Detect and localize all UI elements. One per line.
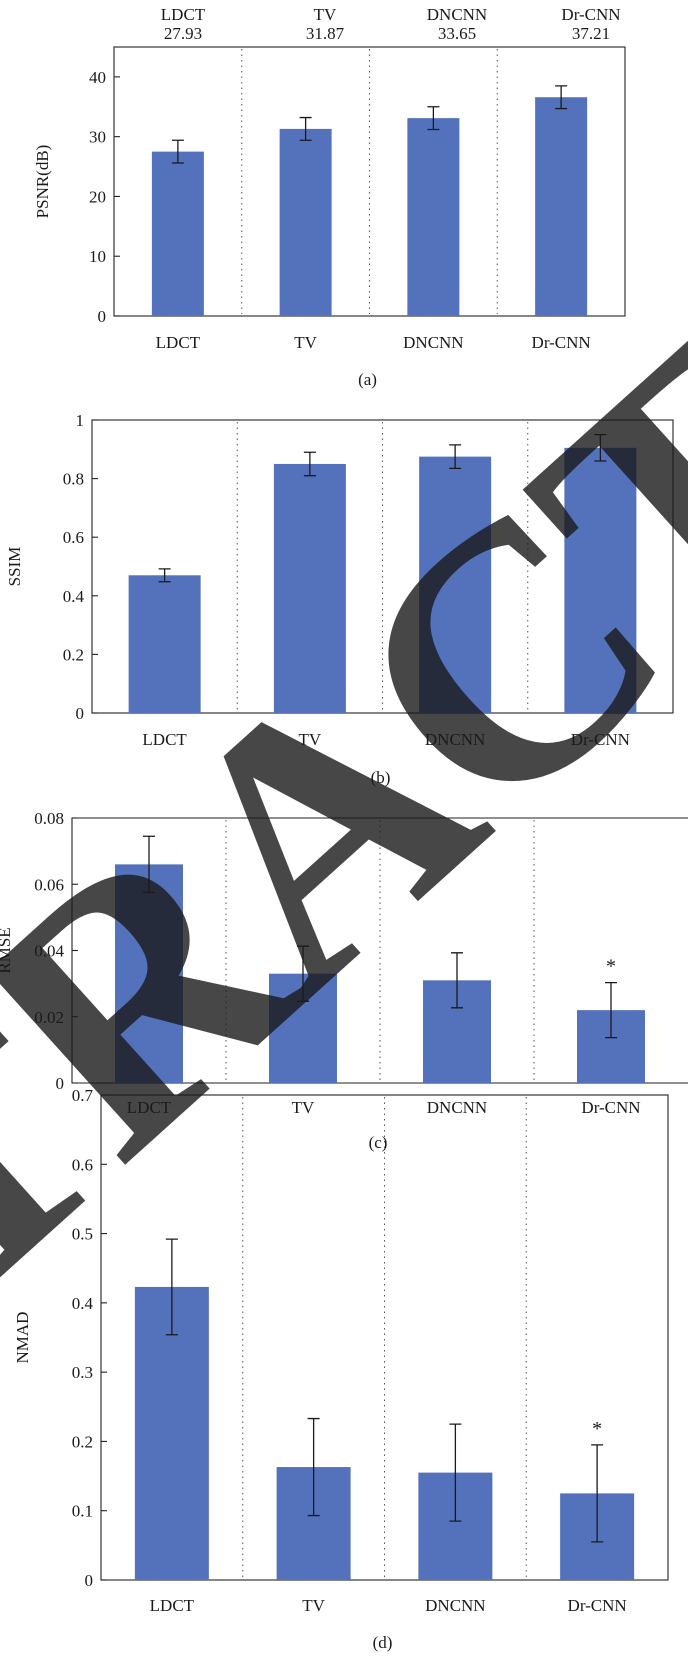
x-category-label: Dr-CNN	[581, 1098, 640, 1117]
significance-marker: *	[592, 1418, 602, 1440]
y-tick-label: 0.2	[63, 645, 84, 664]
bar-tv	[279, 128, 332, 316]
x-category-label: DNCNN	[425, 1596, 485, 1615]
y-tick-label: 0.8	[63, 470, 84, 489]
top-label-value: 31.87	[306, 24, 345, 43]
error-bar	[451, 952, 463, 1009]
x-category-label: TV	[302, 1596, 325, 1615]
y-tick-label: 0.6	[63, 528, 84, 547]
y-tick-label: 0.5	[72, 1225, 93, 1244]
error-bar	[307, 1417, 320, 1517]
x-category-label: TV	[299, 730, 322, 749]
error-bar	[171, 139, 184, 164]
chart-panel-d: 0 0.1 0.2 0.3 0.4 0.5 0.6 0.7 NMAD LDCT TV DNCNN Dr-…	[13, 1086, 669, 1652]
bar-ldct	[128, 575, 201, 713]
x-category-label: LDCT	[127, 1098, 172, 1117]
y-axis-label: SSIM	[5, 547, 24, 587]
y-tick-label: 0.3	[72, 1363, 93, 1382]
x-category-label: DNCNN	[427, 1098, 487, 1117]
top-label-name: TV	[314, 5, 337, 24]
error-bar	[605, 981, 617, 1039]
y-axis-label: PSNR(dB)	[33, 145, 52, 219]
panel-caption: (d)	[373, 1633, 393, 1652]
top-label-name: LDCT	[161, 5, 206, 24]
error-bar	[449, 444, 462, 469]
y-tick-label: 0.04	[34, 942, 64, 961]
top-label-value: 37.21	[572, 24, 610, 43]
y-tick-label: 0	[85, 1571, 94, 1590]
x-category-label: LDCT	[156, 333, 201, 352]
top-label-name: DNCNN	[427, 5, 487, 24]
error-bar	[449, 1423, 462, 1522]
y-tick-label: 0.06	[34, 875, 64, 894]
significance-marker: *	[606, 956, 616, 978]
y-tick-label: 30	[89, 128, 106, 147]
y-tick-label: 20	[89, 187, 106, 206]
y-tick-label: 1	[76, 411, 85, 430]
y-tick-label: 0	[56, 1074, 65, 1093]
error-bar	[303, 451, 316, 477]
x-category-label: LDCT	[150, 1596, 195, 1615]
y-tick-label: 0	[76, 704, 85, 723]
error-bar	[165, 1238, 178, 1336]
y-tick-label: 10	[89, 247, 106, 266]
error-bar	[143, 835, 155, 894]
bar-ldct	[151, 151, 204, 316]
x-category-label: Dr-CNN	[532, 333, 591, 352]
y-tick-label: 0.6	[72, 1155, 93, 1174]
x-category-label: TV	[292, 1098, 315, 1117]
bar-ldct	[115, 864, 183, 1083]
top-label-name: Dr-CNN	[561, 5, 620, 24]
y-tick-label: 0.4	[63, 587, 85, 606]
bar-dncnn	[419, 456, 492, 713]
y-tick-label: 0.1	[72, 1502, 93, 1521]
panel-caption: (c)	[369, 1133, 388, 1152]
y-tick-label: 40	[89, 68, 106, 87]
chart-panel-b: 0 0.2 0.4 0.6 0.8 1 SSIM LDCT TV DNCNN Dr-CNN (b)	[5, 411, 674, 787]
y-tick-label: 0.08	[34, 809, 64, 828]
error-bar	[297, 945, 309, 1002]
chart-panel-c: 0 0.02 0.04 0.06 0.08 RMSE LDCT TV DNCNN Dr-CNN * (…	[0, 809, 688, 1152]
x-category-label: Dr-CNN	[568, 1596, 627, 1615]
plot-frame	[113, 46, 626, 317]
bar-dr-cnn	[535, 97, 588, 316]
bar-dncnn	[407, 118, 460, 316]
chart-panel-a: 0 10 20 30 40 PSNR(dB) LDCT TV DNCNN Dr-CNN (a)	[33, 46, 626, 389]
error-bar	[591, 1444, 604, 1543]
plot-frame	[91, 419, 674, 714]
top-label-value: 33.65	[438, 24, 476, 43]
y-tick-label: 0.2	[72, 1432, 93, 1451]
plot-frame	[100, 1094, 669, 1581]
bar-dr-cnn	[564, 447, 637, 713]
error-bar	[594, 434, 607, 462]
error-bar	[158, 568, 171, 583]
x-category-label: TV	[294, 333, 317, 352]
x-category-label: DNCNN	[403, 333, 463, 352]
panel-caption: (b)	[371, 768, 391, 787]
y-axis-label: RMSE	[0, 927, 14, 973]
y-tick-label: 0.02	[34, 1008, 64, 1027]
error-bar	[555, 85, 568, 110]
y-tick-label: 0.7	[72, 1086, 94, 1105]
y-axis-label: NMAD	[13, 1312, 32, 1364]
x-category-label: LDCT	[142, 730, 187, 749]
error-bar	[299, 116, 312, 141]
y-tick-label: 0.4	[72, 1294, 94, 1313]
bar-tv	[273, 463, 346, 713]
bar-ldct	[134, 1286, 209, 1580]
top-label-value: 27.93	[164, 24, 202, 43]
error-bar	[427, 106, 440, 131]
x-category-label: DNCNN	[425, 730, 485, 749]
y-tick-label: 0	[98, 307, 107, 326]
x-category-label: Dr-CNN	[571, 730, 630, 749]
panel-caption: (a)	[358, 370, 377, 389]
